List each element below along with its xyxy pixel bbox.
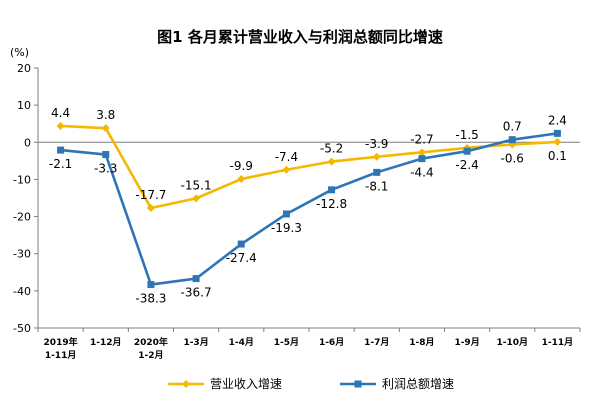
series-1-point [372,152,381,161]
series-2-point [553,129,561,137]
series-1-data-label: 4.4 [51,106,70,120]
series-2-point [418,155,426,163]
series-2-data-label: -27.4 [226,251,257,265]
series-2-point [102,151,110,159]
series-2-data-label: -19.3 [271,221,302,235]
series-line-1 [60,124,558,210]
x-tick-label: 1-8月 [409,337,434,348]
y-tick-label: 10 [17,99,31,112]
series-2-point [282,210,290,218]
series-2-point [147,281,155,289]
x-tick-label: 2019年 [44,336,78,348]
y-tick-label: -40 [13,285,31,298]
series-1-data-label: -1.5 [455,128,478,142]
y-tick-label: 20 [17,62,31,75]
series-1-data-label: -17.7 [135,188,166,202]
chart-title: 图1 各月累计营业收入与利润总额同比增速 [157,28,443,46]
series-2-data-label: -3.3 [94,162,117,176]
series-1-point [56,121,65,130]
x-tick-label: 1-11月 [45,350,77,361]
series-1-data-label: -7.4 [275,150,298,164]
series-2-data-label: 0.7 [503,120,522,134]
y-tick-label: -10 [13,173,31,186]
x-tick-label: 1-11月 [542,337,574,348]
series-2-point [373,168,381,176]
series-line-2 [60,132,558,286]
legend-marker-2 [354,380,362,388]
series-2-point [57,146,65,154]
series-1-point [327,157,336,166]
series-2-point [328,186,336,194]
legend-marker-1 [182,380,190,388]
series-2-data-label: -4.4 [410,166,433,180]
legend-label-2: 利润总额增速 [382,377,454,391]
series-1-data-label: -5.2 [320,142,343,156]
x-tick-label: 1-4月 [229,337,254,348]
series-1-data-label: 3.8 [96,108,115,122]
series-2-point [463,147,471,155]
y-tick-label: -30 [13,248,31,261]
series-2-point [192,275,200,283]
x-tick-label: 1-10月 [496,337,528,348]
series-2-data-label: -8.1 [365,179,388,193]
x-tick-label: 2020年 [134,336,168,348]
series-2-data-label: -2.1 [49,157,72,171]
x-tick-label: 1-9月 [454,337,479,348]
legend-label-1: 营业收入增速 [210,377,282,391]
series-2-data-label: -38.3 [135,292,166,306]
series-1-point [101,124,110,133]
x-tick-label: 1-12月 [90,337,122,348]
series-1-point [282,165,291,174]
series-1-data-label: 0.1 [548,149,567,163]
series-1-point [192,194,201,203]
series-2-point [237,240,245,248]
y-tick-label: -50 [13,322,31,335]
series-1-data-label: -2.7 [410,132,433,146]
series-1-data-label: -3.9 [365,137,388,151]
series-1-data-label: -0.6 [501,152,524,166]
series-2-point [508,136,516,144]
series-2-data-label: 2.4 [548,113,567,127]
y-tick-label: -20 [13,211,31,224]
series-1-point [553,137,562,146]
y-axis-unit: (%) [10,46,30,59]
series-1-data-label: -9.9 [230,159,253,173]
series-2-data-label: -12.8 [316,197,347,211]
series-2-data-label: -2.4 [455,158,478,172]
series-1-point [417,148,426,157]
series-1-point [237,175,246,184]
x-tick-label: 1-2月 [138,350,163,361]
x-tick-label: 1-6月 [319,337,344,348]
x-tick-label: 1-5月 [274,337,299,348]
series-1-point [146,204,155,213]
series-2-data-label: -36.7 [181,286,212,300]
x-tick-label: 1-3月 [183,337,208,348]
series-1-data-label: -15.1 [181,178,212,192]
x-tick-label: 1-7月 [364,337,389,348]
y-tick-label: 0 [24,136,31,149]
